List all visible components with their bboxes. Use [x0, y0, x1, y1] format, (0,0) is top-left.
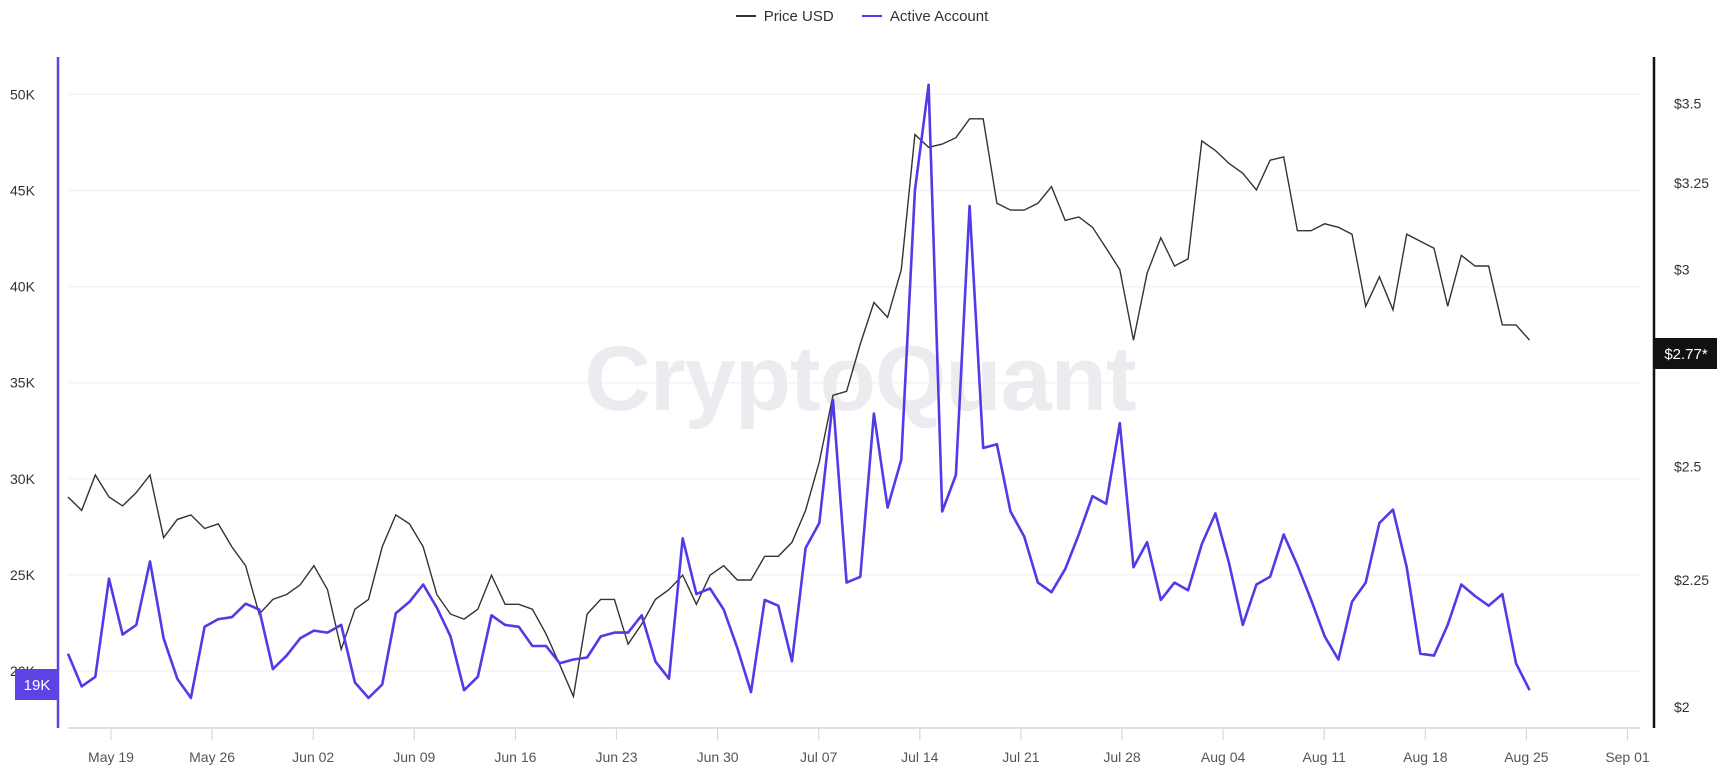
x-axis-tick-label: Jul 14 — [901, 749, 939, 765]
right-axis-tick-label: $3.25 — [1674, 175, 1709, 191]
left-axis-tick-label: 25K — [10, 567, 36, 583]
x-axis-tick-label: Sep 01 — [1605, 749, 1650, 765]
x-axis-tick-label: Jun 09 — [393, 749, 435, 765]
left-axis-tick-label: 35K — [10, 375, 36, 391]
left-axis-tick-label: 45K — [10, 183, 36, 199]
x-axis-tick-label: May 19 — [88, 749, 134, 765]
left-axis-ticks: 50K45K40K35K30K25K20K — [10, 86, 36, 679]
left-axis-tick-label: 30K — [10, 471, 36, 487]
left-current-value: 19K — [24, 677, 51, 694]
chart-legend: Price USD Active Account — [0, 4, 1724, 25]
right-axis-tick-label: $2.25 — [1674, 572, 1709, 588]
x-axis-tick-label: Jul 21 — [1002, 749, 1040, 765]
x-axis-tick-label: Jun 30 — [697, 749, 739, 765]
active-account-series[interactable] — [66, 83, 1531, 700]
x-axis-tick-label: Aug 18 — [1403, 749, 1448, 765]
right-current-value-badge: $2.77* — [1655, 338, 1717, 369]
x-axis-tick-label: May 26 — [189, 749, 235, 765]
x-axis-tick-label: Aug 25 — [1504, 749, 1549, 765]
x-axis-tick-label: Aug 04 — [1201, 749, 1246, 765]
legend-label-price: Price USD — [763, 7, 834, 25]
left-axis-tick-label: 40K — [10, 279, 36, 295]
x-axis-ticks: May 19 May 26 Jun 02 Jun 09 Jun 16 Jun 23 Jun … — [88, 729, 1650, 765]
right-axis-tick-label: $3 — [1674, 262, 1690, 278]
right-axis-tick-label: $2 — [1674, 699, 1690, 715]
line-swatch-icon — [735, 15, 756, 17]
gridlines — [68, 93, 1640, 672]
price-usd-series[interactable] — [67, 118, 1531, 699]
x-axis-tick-label: Jun 23 — [595, 749, 637, 765]
x-axis-tick-label: Aug 11 — [1303, 749, 1347, 765]
right-axis-tick-label: $2.5 — [1674, 458, 1701, 474]
x-axis-tick-label: Jun 16 — [494, 749, 536, 765]
legend-label-active-account: Active Account — [889, 7, 989, 25]
x-axis-tick-label: Jun 02 — [292, 749, 334, 765]
legend-item-price-usd[interactable]: Price USD — [735, 7, 834, 25]
line-swatch-icon — [861, 15, 882, 17]
left-axis-tick-label: 50K — [10, 86, 36, 102]
left-current-value-badge: 19K — [15, 669, 58, 700]
x-axis-tick-label: Jul 07 — [800, 749, 838, 765]
x-axis-tick-label: Jul 28 — [1103, 749, 1141, 765]
right-axis-tick-label: $3.5 — [1674, 95, 1701, 111]
legend-item-active-account[interactable]: Active Account — [861, 7, 989, 25]
right-current-value: $2.77* — [1664, 346, 1708, 363]
right-axis-ticks: $3.5 $3.25 $3 $2.5 $2.25 $2 — [1674, 95, 1709, 715]
